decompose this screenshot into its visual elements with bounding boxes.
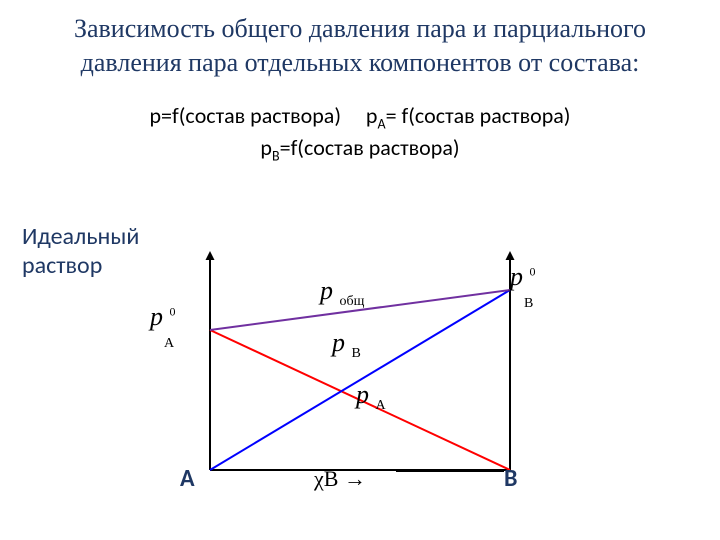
title-line-1: Зависимость общего давления пара и парци… [74, 14, 646, 43]
eq2-pre: p [260, 134, 272, 161]
eq1-left: p=f(состав раствора) [150, 102, 342, 129]
ideal-solution-label: Идеальный раствор [22, 222, 139, 280]
eq1-right-pre: p [366, 102, 378, 129]
x-axis-label: χB → [314, 466, 366, 492]
label-pA0: p 0 A [150, 302, 176, 366]
equation-line-1: p=f(состав раствора) pA= f(состав раство… [0, 102, 720, 132]
title-line-2: давления пара отдельных компонентов от с… [81, 48, 640, 77]
eq2-post: =f(состав раствора) [280, 134, 460, 161]
label-pB0: p 0 B [510, 262, 536, 326]
ideal-line-2: раствор [22, 251, 102, 280]
equation-line-2: pB=f(состав раствора) [0, 134, 720, 164]
eq1-right-sub: A [377, 115, 385, 132]
eq2-sub: B [272, 147, 280, 164]
ideal-line-1: Идеальный [22, 222, 139, 251]
label-p-B: p B [332, 328, 361, 362]
label-p-A: p A [356, 380, 386, 414]
pressure-composition-chart: p 0 A p 0 B p общ p B p A A B χB → [200, 250, 520, 510]
label-p-total: p общ [320, 276, 364, 310]
slide-title: Зависимость общего давления пара и парци… [0, 0, 720, 84]
axis-label-B: B [504, 464, 517, 493]
axis-label-A: A [180, 464, 195, 493]
eq1-right-post: = f(состав раствора) [386, 102, 571, 129]
